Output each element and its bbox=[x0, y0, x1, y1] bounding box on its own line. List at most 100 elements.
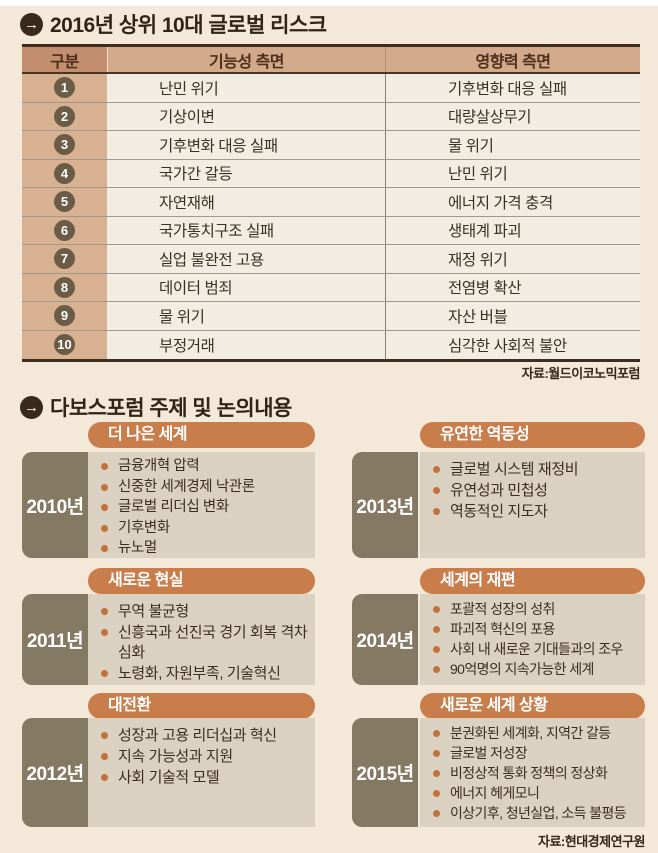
source-caption-hri: 자료:현대경제연구원 bbox=[538, 834, 645, 849]
rank-badge: 2 bbox=[54, 105, 75, 127]
impact-cell: 대량살상무기 bbox=[448, 109, 532, 127]
rank-badge: 1 bbox=[54, 77, 75, 99]
theme-pill-2014: 세계의 재편 bbox=[420, 568, 645, 594]
topic-panel-2014: 포괄적 성장의 성취 파괴적 혁신의 포용 사회 내 새로운 기대들과의 조우 … bbox=[420, 594, 645, 685]
topic-item: 사회 기술적 모델 bbox=[88, 768, 311, 788]
year-label-2010: 2010년 bbox=[22, 452, 88, 558]
column-header-functionality: 기능성 측면 bbox=[107, 47, 385, 72]
table-row: 6 국가통치구조 실패 생태계 파괴 bbox=[22, 216, 640, 245]
topic-item: 글로벌 시스템 재정비 bbox=[420, 460, 641, 480]
rank-badge: 6 bbox=[54, 219, 75, 241]
page-title: 2016년 상위 10대 글로벌 리스크 bbox=[50, 14, 327, 37]
section-title: 다보스포럼 주제 및 논의내용 bbox=[50, 397, 292, 420]
topic-item: 기후변화 bbox=[88, 519, 311, 539]
impact-cell: 물 위기 bbox=[448, 137, 494, 155]
rank-badge: 4 bbox=[54, 162, 75, 184]
rank-badge: 7 bbox=[54, 248, 75, 270]
year-label-2013: 2013년 bbox=[352, 452, 418, 558]
functionality-cell: 난민 위기 bbox=[159, 80, 219, 98]
topic-panel-2010: 금융개혁 압력 신중한 세계경제 낙관론 글로벌 리더십 변화 기후변화 뉴노멀 bbox=[88, 452, 315, 558]
arrow-icon: → bbox=[20, 12, 43, 36]
topic-item: 분권화된 세계화, 지역간 갈등 bbox=[420, 724, 641, 743]
theme-pill-2015: 새로운 세계 상황 bbox=[420, 693, 645, 719]
theme-pill-2012: 대전환 bbox=[88, 693, 315, 719]
topic-item: 지속 가능성과 지원 bbox=[88, 747, 311, 767]
impact-cell: 난민 위기 bbox=[448, 166, 508, 184]
rank-badge: 8 bbox=[54, 276, 75, 298]
table-row: 9 물 위기 자산 버블 bbox=[22, 302, 640, 331]
functionality-cell: 데이터 범죄 bbox=[159, 280, 233, 298]
arrow-icon: → bbox=[20, 395, 43, 419]
theme-pill-2010: 더 나은 세계 bbox=[88, 422, 315, 448]
topic-item: 성장과 고용 리더십과 혁신 bbox=[88, 726, 311, 746]
topic-item: 금융개혁 압력 bbox=[88, 457, 311, 477]
topic-item: 이상기후, 청년실업, 소득 불평등 bbox=[420, 804, 641, 823]
topic-panel-2013: 글로벌 시스템 재정비 유연성과 민첩성 역동적인 지도자 bbox=[420, 452, 645, 558]
table-row: 3 기후변화 대응 실패 물 위기 bbox=[22, 131, 640, 160]
topic-item: 에너지 헤게모니 bbox=[420, 784, 641, 803]
column-header-rank: 구분 bbox=[22, 47, 107, 72]
topic-item: 비정상적 통화 정책의 정상화 bbox=[420, 764, 641, 783]
topic-item: 유연성과 민첩성 bbox=[420, 481, 641, 501]
table-row: 2 기상이변 대량살상무기 bbox=[22, 102, 640, 131]
topic-item: 90억명의 지속가능한 세계 bbox=[420, 660, 641, 679]
table-row: 1 난민 위기 기후변화 대응 실패 bbox=[22, 74, 640, 103]
table-row: 8 데이터 범죄 전염병 확산 bbox=[22, 273, 640, 302]
year-label-2014: 2014년 bbox=[352, 594, 418, 685]
topic-list: 성장과 고용 리더십과 혁신 지속 가능성과 지원 사회 기술적 모델 bbox=[88, 718, 315, 788]
functionality-cell: 기후변화 대응 실패 bbox=[159, 137, 278, 155]
topic-item: 파괴적 혁신의 포용 bbox=[420, 620, 641, 639]
column-header-impact: 영향력 측면 bbox=[385, 47, 640, 72]
impact-cell: 자산 버블 bbox=[448, 308, 508, 326]
topic-item: 사회 내 새로운 기대들과의 조우 bbox=[420, 640, 641, 659]
functionality-cell: 실업 불완전 고용 bbox=[159, 251, 264, 269]
topic-item: 뉴노멀 bbox=[88, 539, 311, 558]
topic-list: 분권화된 세계화, 지역간 갈등 글로벌 저성장 비정상적 통화 정책의 정상화… bbox=[420, 718, 645, 823]
topic-item: 노령화, 자원부족, 기술혁신 bbox=[88, 664, 311, 684]
functionality-cell: 부정거래 bbox=[159, 337, 215, 355]
topic-item: 무역 불균형 bbox=[88, 602, 311, 622]
risk-table: 구분 기능성 측면 영향력 측면 1 난민 위기 기후변화 대응 실패 2 기상… bbox=[22, 44, 640, 362]
year-label-2011: 2011년 bbox=[22, 594, 88, 685]
table-row: 7 실업 불완전 고용 재정 위기 bbox=[22, 245, 640, 274]
topic-list: 무역 불균형 신흥국과 선진국 경기 회복 격차 심화 노령화, 자원부족, 기… bbox=[88, 594, 315, 684]
table-row: 4 국가간 갈등 난민 위기 bbox=[22, 159, 640, 188]
year-label-2012: 2012년 bbox=[22, 718, 88, 827]
impact-cell: 생태계 파괴 bbox=[448, 223, 522, 241]
table-row: 10 부정거래 심각한 사회적 불안 bbox=[22, 330, 640, 359]
rank-badge: 5 bbox=[54, 191, 75, 213]
topic-panel-2012: 성장과 고용 리더십과 혁신 지속 가능성과 지원 사회 기술적 모델 bbox=[88, 718, 315, 827]
section-global-risks-title: → 2016년 상위 10대 글로벌 리스크 bbox=[20, 9, 327, 39]
topic-panel-2011: 무역 불균형 신흥국과 선진국 경기 회복 격차 심화 노령화, 자원부족, 기… bbox=[88, 594, 315, 685]
rank-badge: 9 bbox=[54, 305, 75, 327]
topic-list: 포괄적 성장의 성취 파괴적 혁신의 포용 사회 내 새로운 기대들과의 조우 … bbox=[420, 594, 645, 679]
functionality-cell: 기상이변 bbox=[159, 109, 215, 127]
topic-panel-2015: 분권화된 세계화, 지역간 갈등 글로벌 저성장 비정상적 통화 정책의 정상화… bbox=[420, 718, 645, 827]
rank-badge: 3 bbox=[54, 134, 75, 156]
topic-item: 글로벌 저성장 bbox=[420, 744, 641, 763]
section-davos-title: → 다보스포럼 주제 및 논의내용 bbox=[20, 392, 292, 422]
table-row: 5 자연재해 에너지 가격 충격 bbox=[22, 188, 640, 217]
table-header-row: 구분 기능성 측면 영향력 측면 bbox=[22, 47, 640, 74]
functionality-cell: 국가간 갈등 bbox=[159, 166, 233, 184]
impact-cell: 에너지 가격 충격 bbox=[448, 194, 553, 212]
top-white-strip bbox=[0, 0, 658, 6]
impact-cell: 기후변화 대응 실패 bbox=[448, 80, 567, 98]
functionality-cell: 자연재해 bbox=[159, 194, 215, 212]
topic-item: 역동적인 지도자 bbox=[420, 502, 641, 522]
impact-cell: 전염병 확산 bbox=[448, 280, 522, 298]
topic-item: 신중한 세계경제 낙관론 bbox=[88, 478, 311, 498]
topic-list: 금융개혁 압력 신중한 세계경제 낙관론 글로벌 리더십 변화 기후변화 뉴노멀 bbox=[88, 452, 315, 558]
topic-item: 신흥국과 선진국 경기 회복 격차 심화 bbox=[88, 623, 311, 663]
topic-item: 글로벌 리더십 변화 bbox=[88, 498, 311, 518]
source-caption-wef: 자료:월드이코노믹포럼 bbox=[521, 366, 641, 381]
topic-item: 포괄적 성장의 성취 bbox=[420, 600, 641, 619]
year-label-2015: 2015년 bbox=[352, 718, 418, 827]
functionality-cell: 국가통치구조 실패 bbox=[159, 223, 274, 241]
impact-cell: 심각한 사회적 불안 bbox=[448, 337, 567, 355]
theme-pill-2013: 유연한 역동성 bbox=[420, 422, 645, 448]
functionality-cell: 물 위기 bbox=[159, 308, 205, 326]
theme-pill-2011: 새로운 현실 bbox=[88, 568, 315, 594]
topic-list: 글로벌 시스템 재정비 유연성과 민첩성 역동적인 지도자 bbox=[420, 452, 645, 522]
